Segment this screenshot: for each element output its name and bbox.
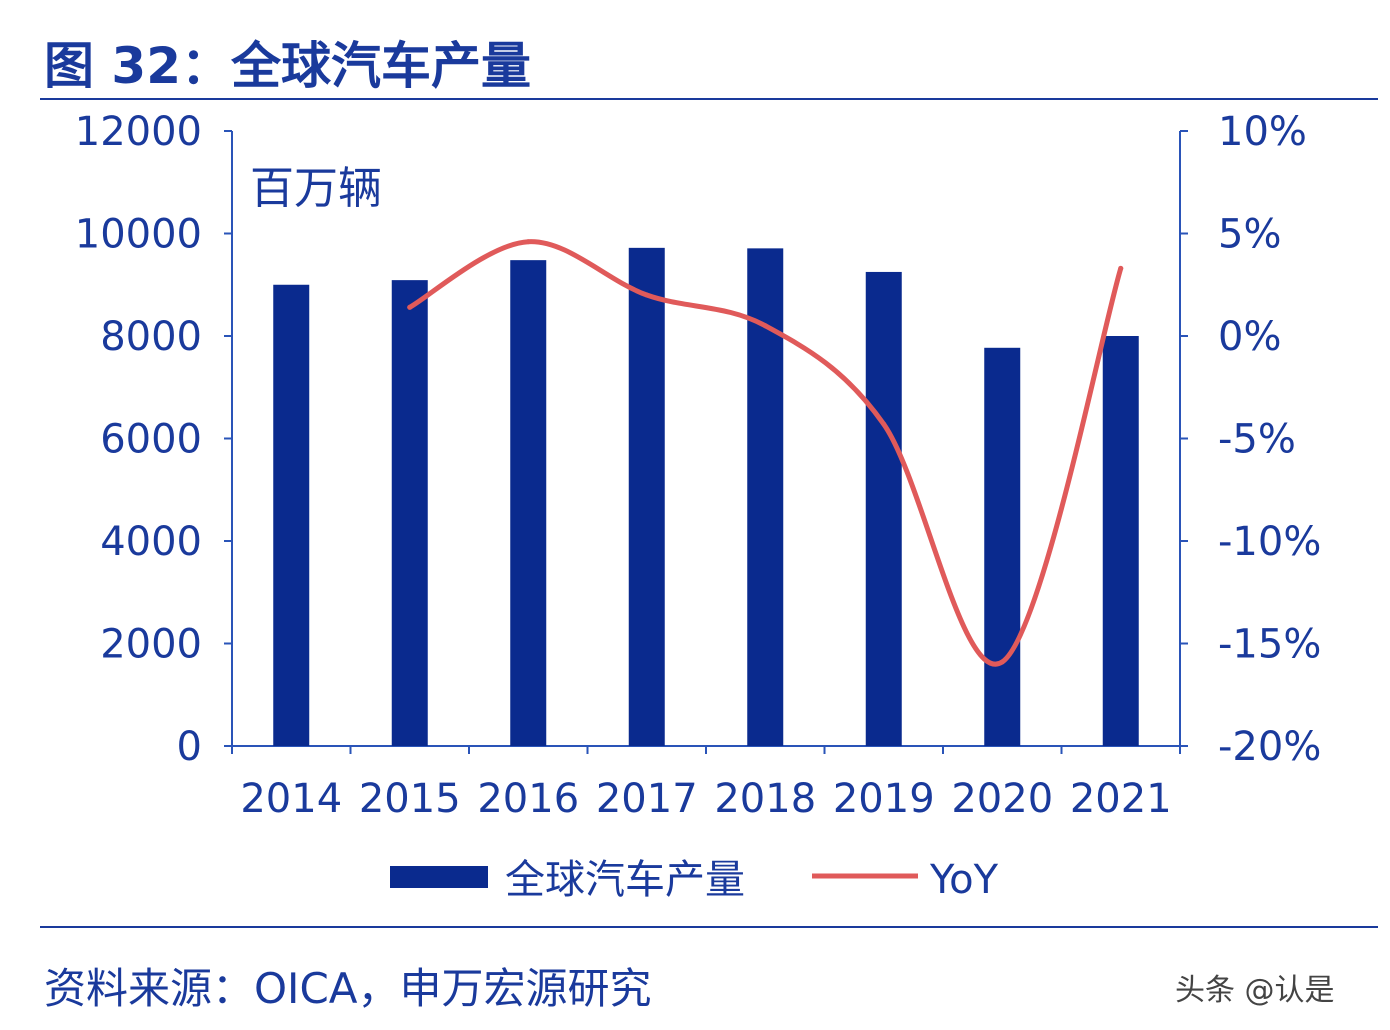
source-note: 资料来源：OICA，申万宏源研究 xyxy=(44,964,652,1013)
left-tick-label: 0 xyxy=(177,724,202,770)
x-tick-label: 2019 xyxy=(833,776,935,822)
right-tick-label: -15% xyxy=(1218,622,1321,668)
yoy-point xyxy=(881,421,887,427)
x-tick-label: 2014 xyxy=(240,776,342,822)
left-tick-label: 4000 xyxy=(100,519,202,565)
right-tick-label: 5% xyxy=(1218,212,1281,258)
yoy-point xyxy=(644,292,650,298)
legend-bar-swatch xyxy=(390,866,488,888)
bar-2021 xyxy=(1102,336,1139,746)
bar-2015 xyxy=(391,280,428,746)
chart-title: 图 32：全球汽车产量 xyxy=(44,37,531,95)
left-tick-label: 10000 xyxy=(75,212,202,258)
yoy-point xyxy=(525,239,531,245)
yoy-point xyxy=(407,304,413,310)
left-tick-label: 8000 xyxy=(100,314,202,360)
yoy-line xyxy=(407,239,1124,667)
right-tick-label: -20% xyxy=(1218,724,1321,770)
right-tick-label: 10% xyxy=(1218,109,1307,155)
bottom-rule xyxy=(40,926,1378,928)
legend-line-label: YoY xyxy=(929,857,999,903)
x-tick-label: 2016 xyxy=(477,776,579,822)
top-rule xyxy=(40,98,1378,100)
chart: 0 2000 4000 6000 8000 10000 12000 -20% -15% -10% -… xyxy=(75,109,1322,903)
left-tick-label: 6000 xyxy=(100,417,202,463)
left-tick-label: 2000 xyxy=(100,622,202,668)
right-tick-label: 0% xyxy=(1218,314,1281,360)
yoy-point xyxy=(762,323,768,329)
bar-2020 xyxy=(984,347,1021,746)
watermark: 头条 @认是 xyxy=(1175,973,1335,1008)
right-tick-label: -5% xyxy=(1218,417,1296,463)
yoy-point xyxy=(1118,265,1124,271)
x-tick-label: 2018 xyxy=(714,776,816,822)
right-tick-label: -10% xyxy=(1218,519,1321,565)
bar-2019 xyxy=(865,271,902,746)
bar-2017 xyxy=(628,247,665,746)
bar-2016 xyxy=(510,260,547,746)
yoy-point xyxy=(999,659,1005,665)
unit-label: 百万辆 xyxy=(250,163,382,214)
x-tick-label: 2015 xyxy=(359,776,461,822)
left-tick-label: 12000 xyxy=(75,109,202,155)
legend-bar-label: 全球汽车产量 xyxy=(505,857,745,903)
x-tick-label: 2017 xyxy=(596,776,698,822)
x-tick-label: 2021 xyxy=(1070,776,1172,822)
bar-2014 xyxy=(273,284,310,746)
x-tick-label: 2020 xyxy=(951,776,1053,822)
